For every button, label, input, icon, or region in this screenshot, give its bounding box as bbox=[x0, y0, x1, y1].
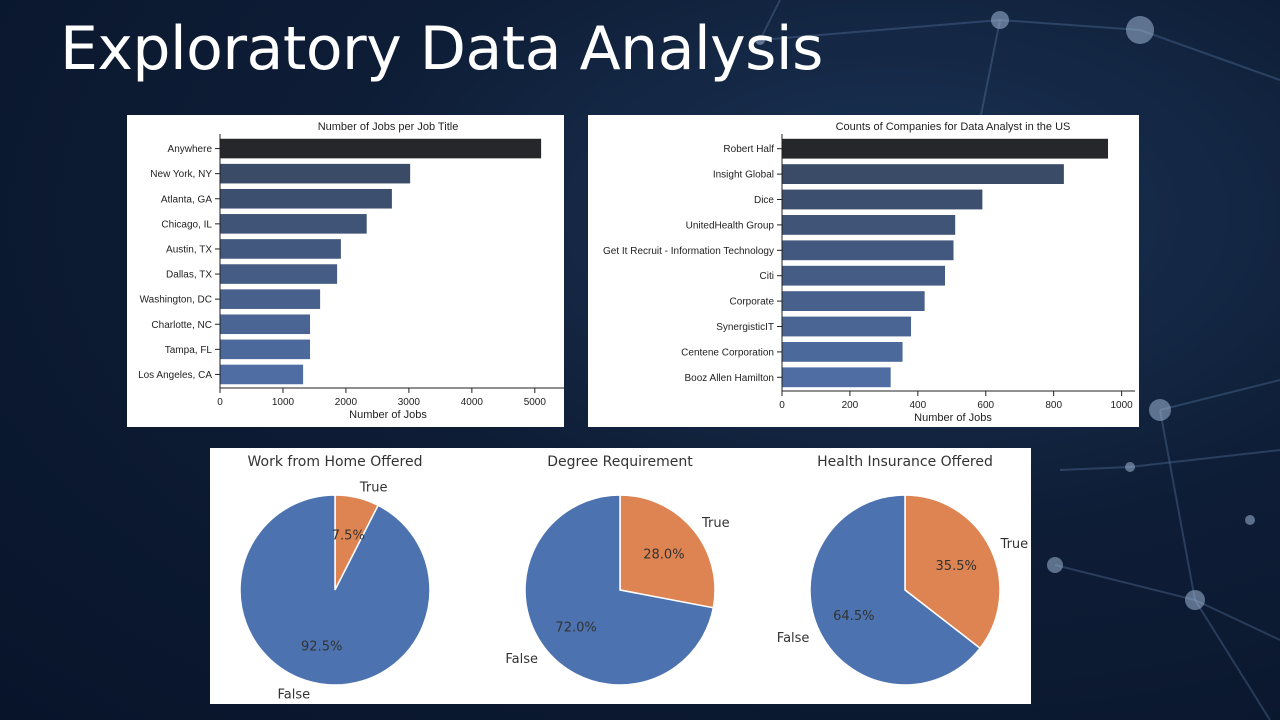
x-tick-label: 400 bbox=[909, 400, 926, 411]
y-tick-label: Dallas, TX bbox=[166, 270, 212, 281]
pie-pct-false: 64.5% bbox=[833, 609, 874, 624]
bar bbox=[220, 214, 367, 234]
x-tick-label: 5000 bbox=[524, 397, 547, 408]
y-tick-label: SynergisticIT bbox=[716, 322, 774, 333]
pie-pct-true: 35.5% bbox=[936, 559, 977, 574]
x-tick-label: 2000 bbox=[335, 397, 358, 408]
pie-slice-false bbox=[524, 494, 715, 686]
y-tick-label: Get It Recruit - Information Technology bbox=[603, 246, 774, 257]
bar bbox=[220, 188, 392, 209]
pie-title: Degree Requirement bbox=[547, 454, 693, 470]
y-tick-label: Dice bbox=[754, 195, 774, 206]
bar bbox=[220, 138, 542, 159]
bar bbox=[220, 289, 321, 309]
x-tick-label: 200 bbox=[842, 400, 859, 411]
bar bbox=[782, 316, 912, 337]
y-tick-label: Insight Global bbox=[713, 170, 774, 181]
pie-label-true: True bbox=[1000, 537, 1029, 552]
bar bbox=[782, 164, 1064, 185]
pie-title: Health Insurance Offered bbox=[817, 454, 993, 470]
y-tick-label: Tampa, FL bbox=[165, 345, 213, 356]
y-tick-label: Charlotte, NC bbox=[151, 320, 212, 331]
companies-svg: Counts of Companies for Data Analyst in … bbox=[603, 121, 1135, 424]
y-tick-label: UnitedHealth Group bbox=[686, 220, 775, 231]
jobs-by-location-svg: Number of Jobs per Job Title Number of J… bbox=[138, 121, 564, 421]
y-tick-label: Robert Half bbox=[723, 144, 774, 155]
companies-chart: Counts of Companies for Data Analyst in … bbox=[588, 115, 1139, 427]
pie-charts-svg: Work from Home Offered Degree Requiremen… bbox=[239, 454, 1029, 702]
bar bbox=[782, 214, 956, 235]
pie-pct-false: 92.5% bbox=[301, 639, 342, 654]
x-tick-label: 0 bbox=[779, 400, 785, 411]
x-tick-label: 3000 bbox=[398, 397, 421, 408]
bar bbox=[782, 265, 946, 286]
slide-title: Exploratory Data Analysis bbox=[60, 14, 823, 84]
y-tick-label: Anywhere bbox=[168, 144, 213, 155]
y-tick-label: Atlanta, GA bbox=[161, 194, 212, 205]
pie-label-true: True bbox=[701, 516, 730, 531]
y-tick-label: Citi bbox=[760, 271, 774, 282]
pie-slice-false bbox=[809, 494, 982, 686]
y-tick-label: New York, NY bbox=[150, 169, 212, 180]
pie-pct-false: 72.0% bbox=[555, 620, 596, 635]
x-tick-label: 800 bbox=[1045, 400, 1062, 411]
pie-title: Work from Home Offered bbox=[248, 454, 423, 470]
pie-slice-true bbox=[904, 494, 1001, 650]
x-tick-label: 0 bbox=[217, 397, 223, 408]
x-axis-label: Number of Jobs bbox=[914, 412, 992, 424]
pie-label-true: True bbox=[359, 481, 388, 496]
bar bbox=[220, 339, 311, 360]
x-axis-label: Number of Jobs bbox=[349, 409, 427, 421]
bar bbox=[220, 364, 304, 385]
bar bbox=[782, 240, 954, 261]
y-tick-label: Centene Corporation bbox=[681, 347, 774, 358]
bar bbox=[782, 291, 925, 312]
bar bbox=[220, 314, 311, 335]
y-tick-label: Booz Allen Hamilton bbox=[685, 373, 775, 384]
pie-label-false: False bbox=[505, 652, 538, 667]
pie-slice-true bbox=[619, 494, 716, 609]
pie-label-false: False bbox=[777, 631, 810, 646]
y-tick-label: Chicago, IL bbox=[161, 219, 212, 230]
x-tick-label: 1000 bbox=[1110, 400, 1133, 411]
bar bbox=[220, 163, 411, 184]
pie-charts-panel: Work from Home Offered Degree Requiremen… bbox=[210, 448, 1031, 704]
jobs-by-location-chart: Number of Jobs per Job Title Number of J… bbox=[127, 115, 564, 427]
y-tick-label: Los Angeles, CA bbox=[138, 370, 212, 381]
chart-title: Counts of Companies for Data Analyst in … bbox=[836, 121, 1071, 133]
y-tick-label: Washington, DC bbox=[140, 295, 212, 306]
x-tick-label: 600 bbox=[977, 400, 994, 411]
pie-label-false: False bbox=[278, 687, 311, 702]
y-tick-label: Austin, TX bbox=[166, 244, 212, 255]
bar bbox=[782, 341, 903, 362]
x-tick-label: 1000 bbox=[272, 397, 295, 408]
bar bbox=[782, 367, 891, 388]
x-tick-label: 4000 bbox=[461, 397, 484, 408]
y-tick-label: Corporate bbox=[730, 297, 775, 308]
bar bbox=[782, 189, 983, 210]
bar bbox=[782, 138, 1109, 159]
bar bbox=[220, 239, 341, 259]
pie-slice-false bbox=[239, 494, 431, 686]
chart-title: Number of Jobs per Job Title bbox=[318, 121, 459, 133]
pie-pct-true: 28.0% bbox=[643, 548, 684, 563]
pie-pct-true: 7.5% bbox=[332, 529, 365, 544]
bar bbox=[220, 264, 338, 284]
